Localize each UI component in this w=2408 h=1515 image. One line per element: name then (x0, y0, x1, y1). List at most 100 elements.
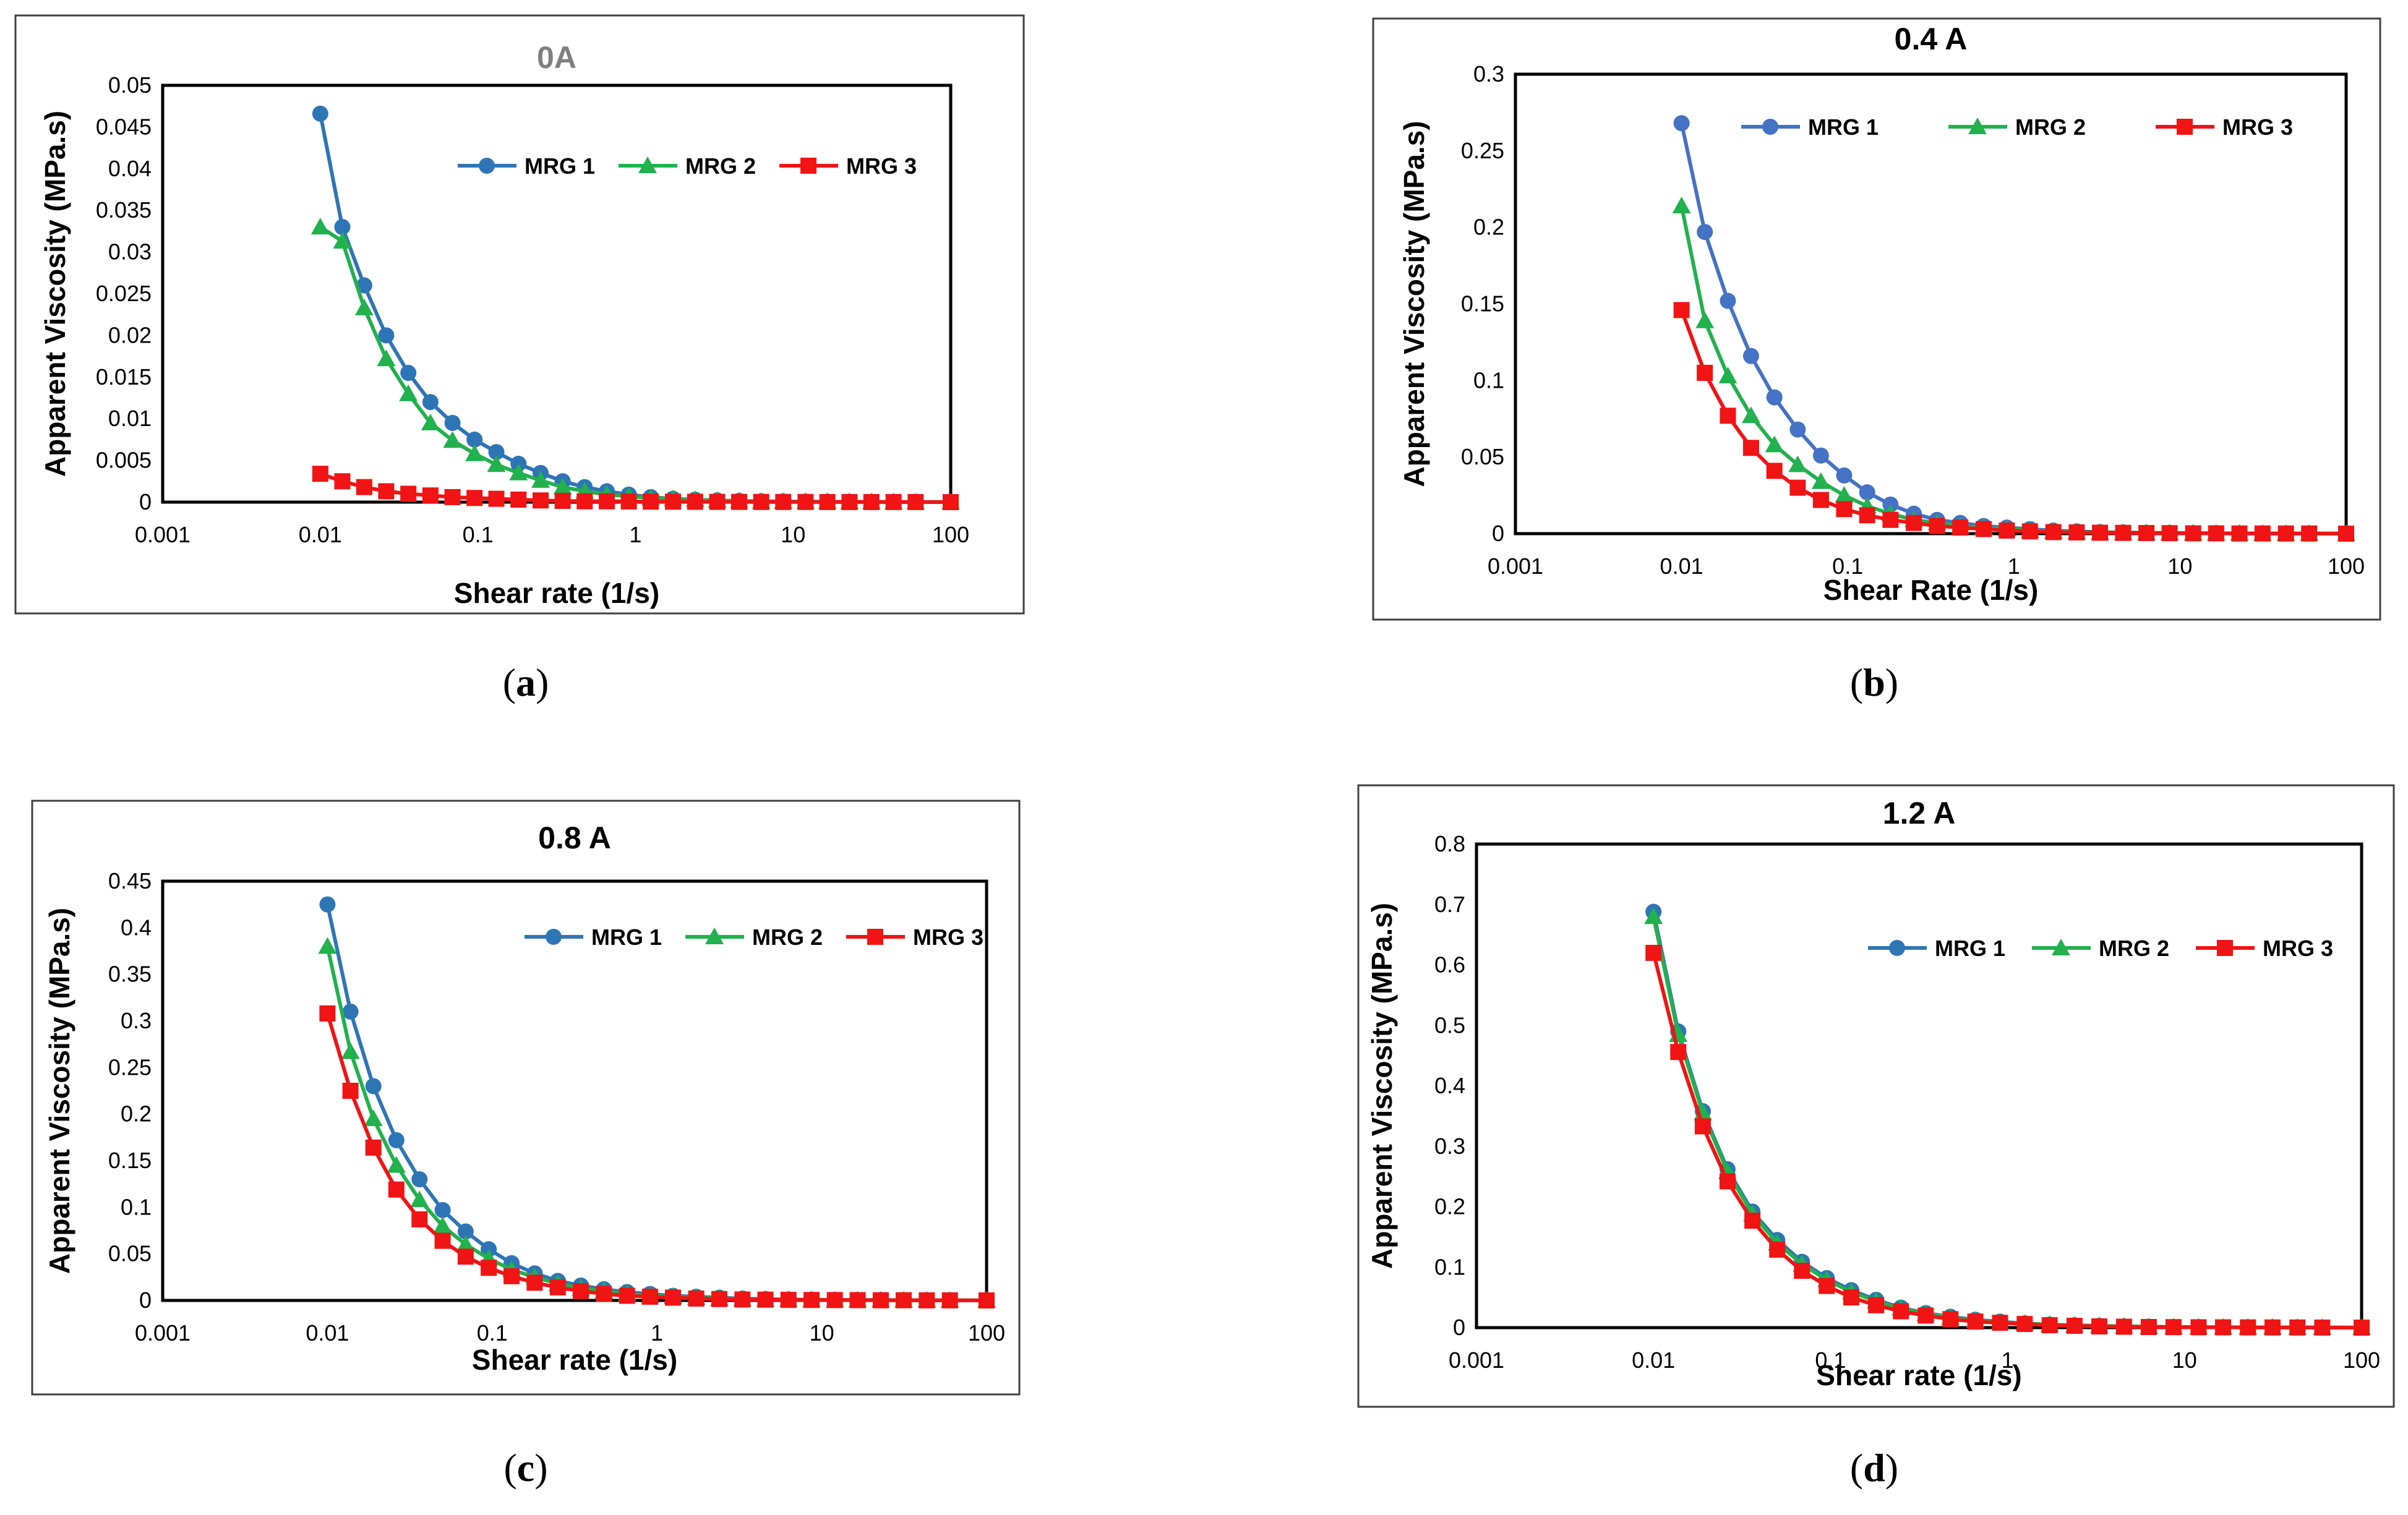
data-point (1889, 940, 1905, 956)
data-point (411, 1171, 428, 1188)
data-point (757, 1291, 774, 1308)
data-point (1742, 440, 1759, 456)
y-tick-label: 0.02 (108, 322, 152, 348)
data-point (1843, 1289, 1859, 1306)
data-point (466, 431, 483, 448)
plot-area (161, 879, 988, 1302)
data-point (2165, 1319, 2182, 1336)
y-tick-label: 0.1 (1473, 367, 1504, 393)
x-tick-label: 10 (2172, 1347, 2197, 1373)
data-point (1859, 507, 1875, 524)
chart-panel-c: 0.8 A 0 0.05 0.1 0.15 0.2 0.25 0.3 0.35 0.4 0.45 0.… (31, 800, 1021, 1490)
x-tick-label: 0.1 (1815, 1347, 1846, 1373)
data-point (576, 493, 593, 510)
data-point (457, 1248, 474, 1265)
data-point (549, 1279, 566, 1295)
data-point (1836, 501, 1853, 518)
data-point (1697, 364, 1713, 381)
data-point (1906, 514, 1922, 531)
y-tick-label: 0.2 (1434, 1194, 1465, 1219)
data-point (531, 471, 550, 488)
data-point (2021, 523, 2038, 540)
data-point (665, 493, 682, 510)
data-point (443, 431, 462, 448)
data-point (2091, 1318, 2107, 1335)
data-point (1789, 479, 1806, 496)
data-point (312, 105, 328, 122)
data-point (1720, 408, 1736, 424)
data-point (341, 1042, 360, 1059)
data-point (510, 491, 527, 508)
y-tick-label: 0.3 (121, 1008, 152, 1033)
chart-title: 0.8 A (538, 821, 611, 855)
legend-label: MRG 3 (2222, 114, 2293, 140)
legend-label: MRG 3 (913, 924, 983, 950)
data-point (943, 494, 959, 510)
data-point (1812, 447, 1829, 464)
legend-label: MRG 1 (591, 924, 662, 950)
data-point (826, 1292, 843, 1308)
data-point (867, 929, 883, 945)
data-point (941, 1292, 958, 1308)
data-point (488, 490, 505, 507)
data-point (665, 1289, 682, 1306)
data-point (532, 492, 549, 509)
data-point (797, 493, 814, 510)
data-point (364, 1109, 383, 1127)
x-tick-label: 100 (2328, 553, 2365, 579)
data-point (2138, 525, 2155, 542)
data-point (734, 1291, 751, 1308)
y-tick-label: 0.015 (96, 364, 152, 390)
series-mrg-3 (1645, 944, 2370, 1336)
y-axis-label: Apparent Viscosity (MPa.s) (1366, 903, 1398, 1269)
x-tick-label: 0.01 (299, 522, 342, 547)
data-point (481, 1260, 497, 1276)
x-tick-label: 100 (968, 1320, 1005, 1346)
y-tick-label: 0.2 (121, 1101, 152, 1127)
data-point (2217, 940, 2233, 956)
data-point (1811, 472, 1830, 489)
legend-label: MRG 1 (1935, 936, 2005, 961)
data-point (2289, 1319, 2306, 1336)
data-point (919, 1292, 935, 1308)
data-point (1917, 1307, 1934, 1324)
chart-title: 0A (537, 40, 576, 75)
data-point (481, 1241, 497, 1258)
x-tick-label: 0.1 (477, 1320, 508, 1346)
data-point (1766, 389, 1783, 406)
data-point (312, 466, 328, 482)
y-axis-label: Apparent Viscosity (MPa.s) (43, 908, 75, 1274)
data-point (2115, 1318, 2132, 1335)
data-point (1794, 1263, 1810, 1279)
y-tick-label: 0 (1453, 1315, 1465, 1340)
y-tick-label: 0.4 (1434, 1073, 1465, 1098)
data-point (2264, 1319, 2281, 1336)
data-point (1967, 1313, 1984, 1330)
y-tick-label: 0.15 (108, 1148, 152, 1173)
x-tick-label: 0.001 (135, 1320, 191, 1346)
data-point (1812, 492, 1829, 508)
data-point (1882, 511, 1899, 528)
data-point (378, 327, 395, 344)
y-tick-label: 0.025 (96, 281, 152, 306)
data-point (1673, 302, 1690, 318)
data-point (2190, 1319, 2207, 1336)
data-point (433, 1216, 452, 1234)
data-point (553, 477, 572, 495)
data-point (688, 1290, 705, 1307)
data-point (2215, 1319, 2232, 1336)
chart-panel-b: 0.4 A 0 0.05 0.1 0.15 0.2 0.25 0.3 0.001 0.01 0.1 1… (1372, 17, 2381, 704)
data-point (2254, 525, 2271, 542)
data-point (619, 1287, 635, 1304)
data-point (444, 414, 461, 431)
legend: MRG 1 MRG 2 MRG 3 (458, 153, 917, 179)
data-point (2041, 1317, 2058, 1334)
data-point (503, 1268, 520, 1284)
data-point (434, 1232, 451, 1249)
x-tick-label: 0.01 (306, 1320, 349, 1346)
data-point (387, 1156, 406, 1173)
x-tick-label: 1 (2002, 1347, 2014, 1373)
data-point (780, 1292, 797, 1308)
legend-label: MRG 2 (685, 153, 756, 179)
